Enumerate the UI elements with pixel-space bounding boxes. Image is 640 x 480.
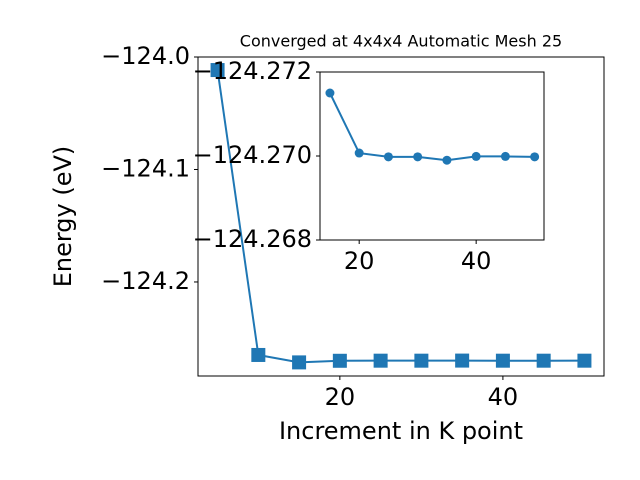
marker [292,355,307,370]
axes-frame [319,71,545,241]
marker [325,88,335,98]
marker [442,155,452,165]
marker [354,148,364,158]
y-tick-label: −124.1 [101,154,190,182]
marker [251,347,266,362]
marker [500,151,510,161]
x-tick-label: 20 [344,247,375,275]
marker [530,152,540,162]
marker [495,353,510,368]
marker [210,63,225,78]
y-tick-label: −124.270 [193,141,312,169]
marker [455,353,470,368]
y-tick-label: −124.272 [193,57,312,85]
y-tick-label: −124.2 [101,267,190,295]
plot-clip [210,63,592,370]
x-axis-label: Increment in K point [279,417,523,445]
line [216,69,585,364]
axes-frame [197,56,605,377]
marker [413,152,423,162]
marker [373,353,388,368]
plot-clip [325,88,540,165]
marker [577,353,592,368]
marker [471,151,481,161]
x-tick-label: 40 [488,383,519,411]
y-tick-label: −124.268 [193,225,312,253]
marker [414,353,429,368]
marker [332,353,347,368]
x-tick-label: 40 [461,247,492,275]
chart-title: Converged at 4x4x4 Automatic Mesh 25 [240,32,562,51]
marker [383,152,393,162]
x-tick-label: 20 [325,383,356,411]
y-tick-label: −124.0 [101,42,190,70]
y-axis-label: Energy (eV) [49,146,77,288]
line [329,92,535,162]
marker [536,353,551,368]
